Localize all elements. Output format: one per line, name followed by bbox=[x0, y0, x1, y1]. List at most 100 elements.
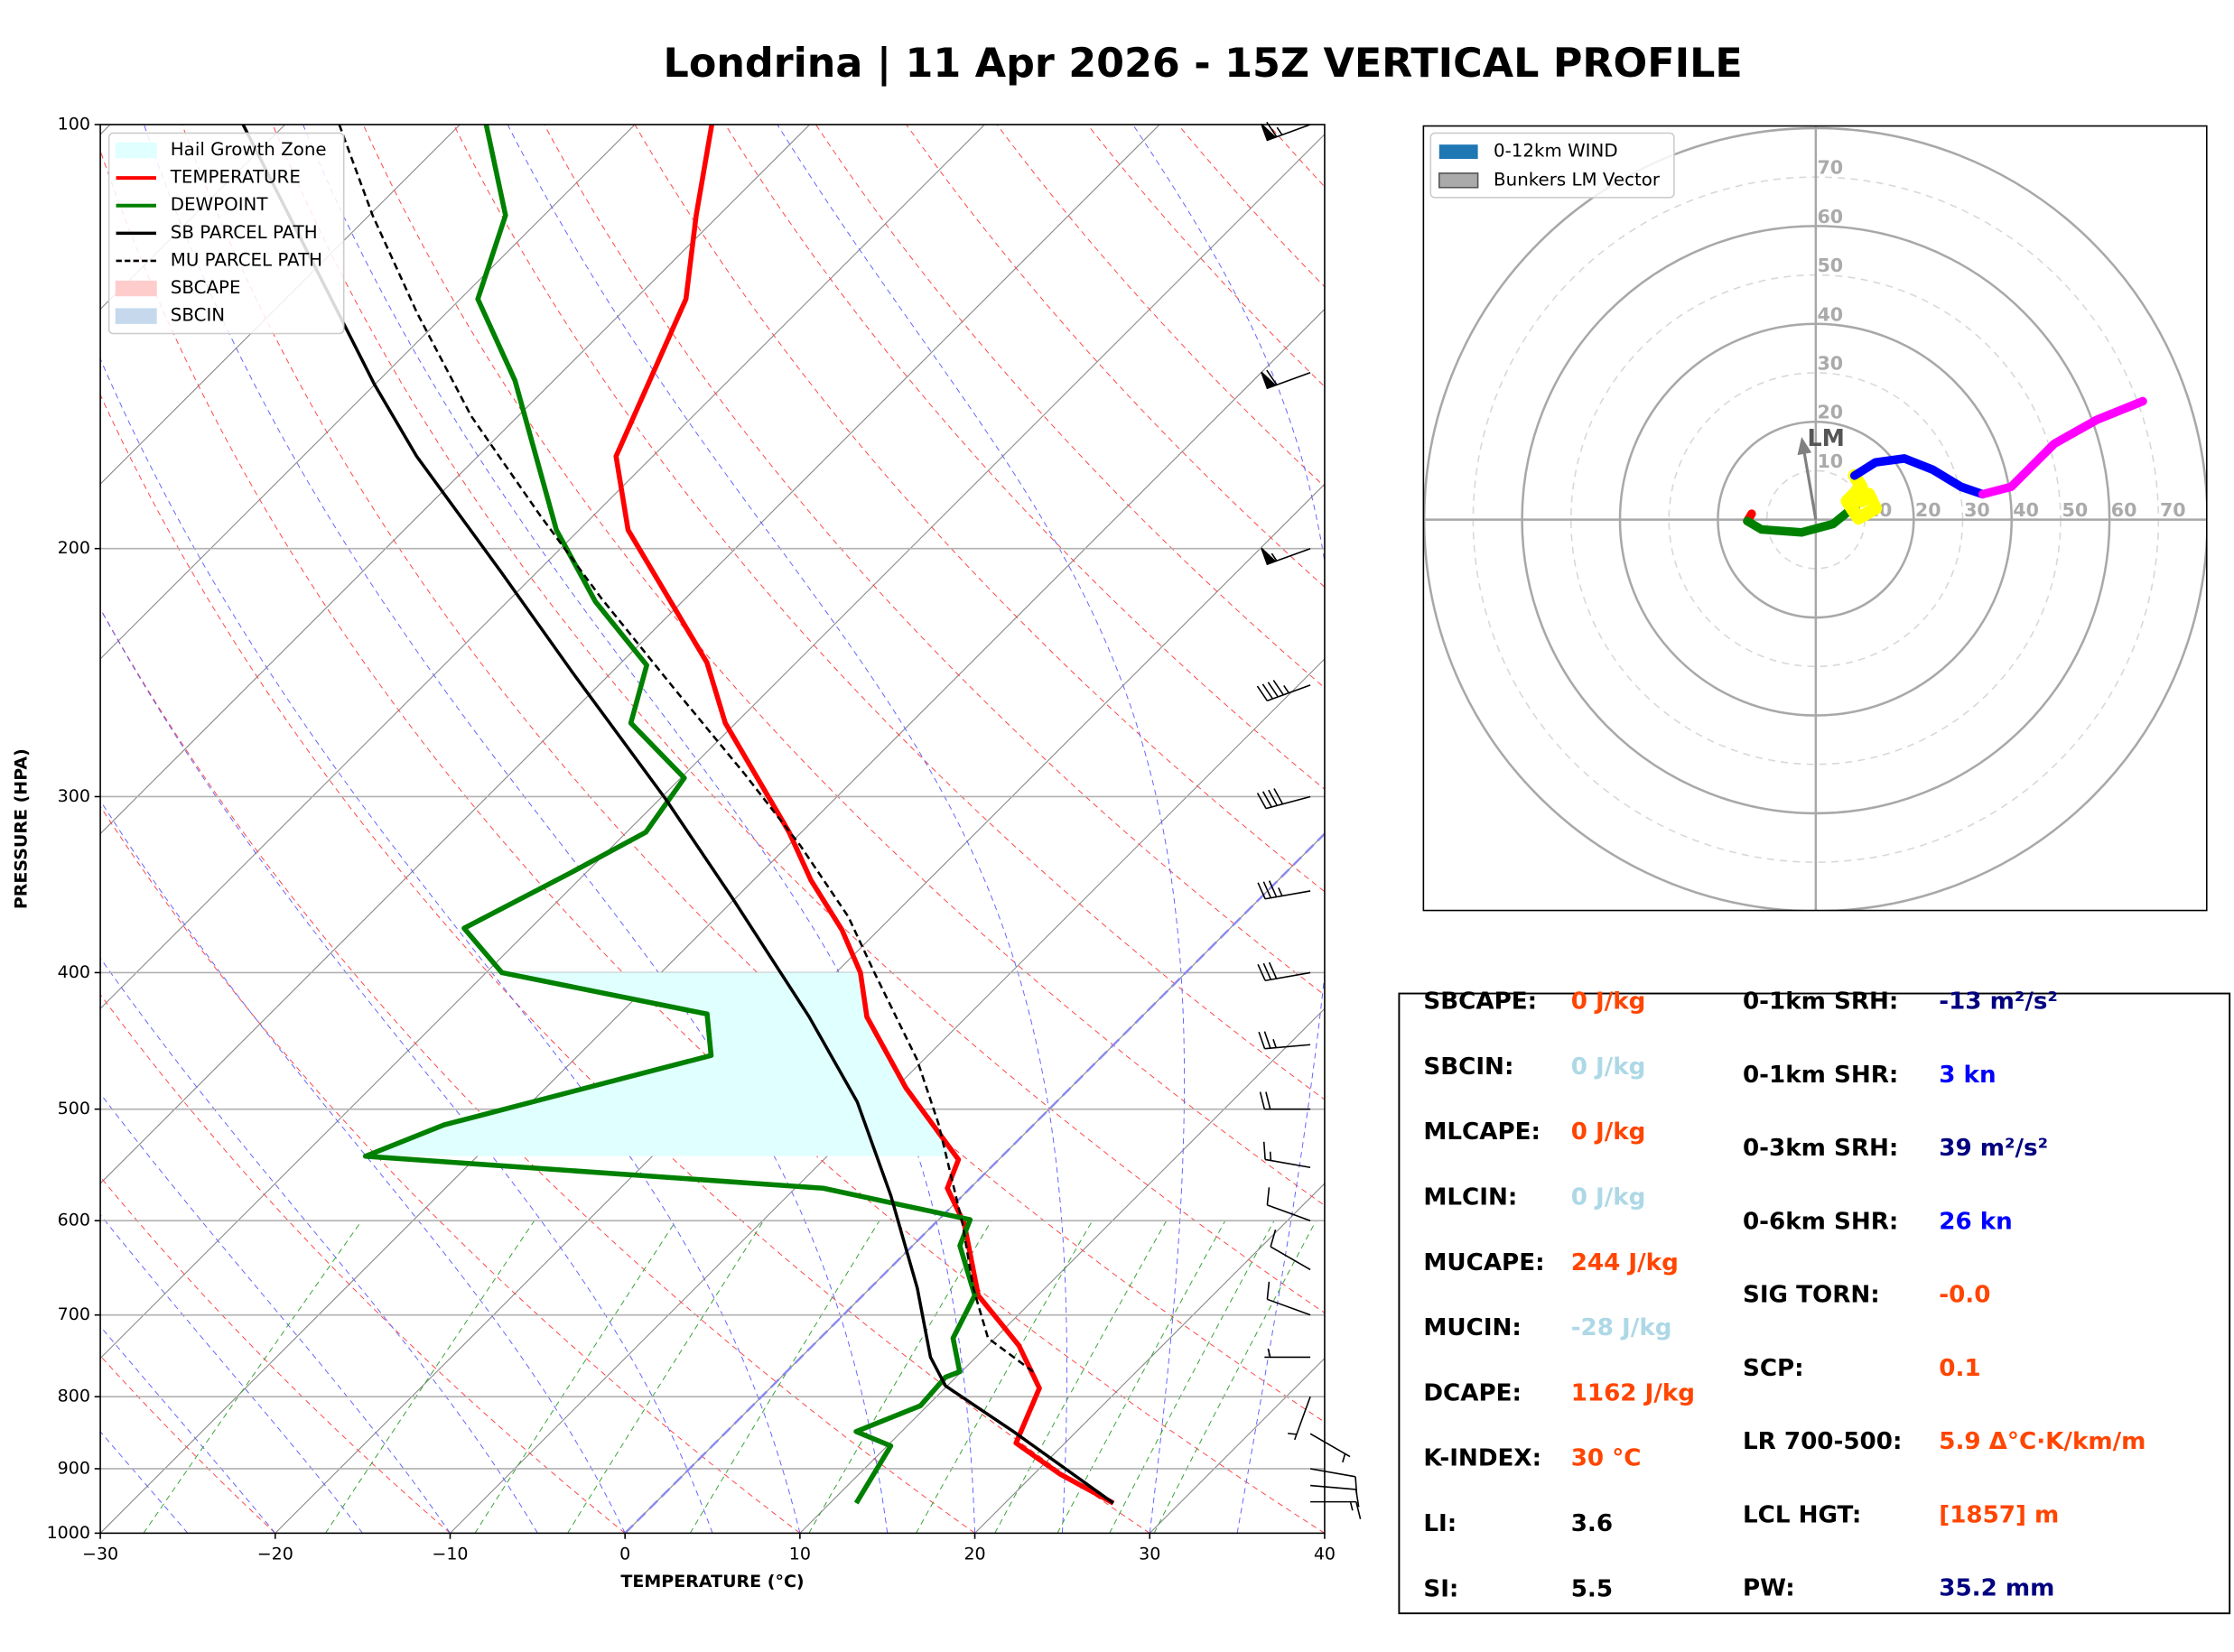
hodograph-trace bbox=[1978, 396, 2147, 499]
hodograph-frame bbox=[1422, 125, 2208, 912]
figure-title: Londrina | 11 Apr 2026 - 15Z VERTICAL PR… bbox=[664, 41, 1743, 87]
parameter-label: LI: bbox=[1423, 1510, 1457, 1537]
parameter-label: SBCAPE: bbox=[1423, 988, 1537, 1016]
isotherm bbox=[450, 658, 1325, 1534]
mixing-ratio-line bbox=[567, 1220, 765, 1534]
parameter-value: 0 J/kg bbox=[1571, 1183, 1646, 1211]
wind-barb bbox=[1309, 1468, 1358, 1495]
parameter-value: 35.2 mm bbox=[1939, 1575, 2054, 1602]
dry-adiabat bbox=[362, 124, 1325, 1206]
wind-barb bbox=[1264, 1348, 1311, 1359]
wind-barb bbox=[1259, 1091, 1311, 1110]
parameter-label: SBCIN: bbox=[1423, 1053, 1513, 1081]
wind-barb bbox=[1270, 1229, 1311, 1271]
parameter-label: MUCAPE: bbox=[1423, 1249, 1544, 1276]
freezing-isotherm bbox=[624, 831, 1325, 1534]
hodograph-trace bbox=[1840, 469, 1883, 525]
parameter-value: 0 J/kg bbox=[1571, 988, 1646, 1016]
ring-label: 50 bbox=[1817, 255, 1843, 276]
x-tick-label: −20 bbox=[257, 1545, 293, 1564]
parameter-label: K-INDEX: bbox=[1423, 1445, 1541, 1472]
isotherm bbox=[100, 134, 1325, 1360]
isotherm bbox=[275, 483, 1325, 1534]
legend-box bbox=[107, 132, 345, 335]
moist-adiabat bbox=[100, 1092, 451, 1534]
y-tick-label: 700 bbox=[58, 1304, 90, 1324]
parameter-value: 5.9 Δ°C·K/km/m bbox=[1939, 1428, 2146, 1455]
isotherm bbox=[100, 124, 985, 1010]
parameter-label: LCL HGT: bbox=[1743, 1501, 1861, 1528]
skewt-data bbox=[241, 124, 1115, 1506]
mixing-ratio-line bbox=[689, 1220, 880, 1534]
dry-adiabat bbox=[634, 124, 1325, 893]
isotherm bbox=[974, 1183, 1325, 1534]
x-tick-label: 20 bbox=[963, 1545, 985, 1564]
mixing-ratio-line bbox=[1056, 1220, 1226, 1534]
y-tick-label: 300 bbox=[58, 786, 90, 806]
parameter-label: SIG TORN: bbox=[1743, 1282, 1880, 1309]
y-tick-label: 600 bbox=[58, 1211, 90, 1230]
moist-adiabat bbox=[507, 124, 1067, 1534]
wind-barb bbox=[1261, 121, 1311, 142]
plot-frame bbox=[99, 124, 1326, 1535]
parameter-label: LR 700-500: bbox=[1743, 1428, 1902, 1455]
legend-swatch bbox=[1438, 172, 1479, 189]
hodograph-legend: 0-12km WIND Bunkers LM Vector bbox=[1429, 132, 1675, 199]
parameter-value: [1857] m bbox=[1939, 1501, 2059, 1528]
parameter-value: -0.0 bbox=[1939, 1282, 1990, 1309]
x-tick-label: 30 bbox=[1139, 1545, 1160, 1564]
parameter-value: 39 m²/s² bbox=[1939, 1135, 2048, 1162]
mixing-ratio-line bbox=[808, 1220, 992, 1534]
legend-label: TEMPERATURE bbox=[170, 167, 301, 188]
parameter-value: 26 kn bbox=[1939, 1208, 2013, 1235]
ring-label: 20 bbox=[1817, 402, 1843, 423]
dry-adiabat bbox=[182, 124, 1325, 1423]
mixing-ratio-line bbox=[1153, 1220, 1317, 1534]
y-axis-label: PRESSURE (HPA) bbox=[11, 748, 31, 909]
isotherm bbox=[100, 124, 1160, 1184]
legend-swatch bbox=[1438, 144, 1478, 160]
isotherm bbox=[100, 124, 811, 835]
wind-barb bbox=[1266, 1187, 1311, 1221]
wind-barb bbox=[1262, 1141, 1311, 1169]
ring-label: 40 bbox=[1817, 303, 1843, 325]
profile-line bbox=[362, 124, 978, 1505]
wind-barb bbox=[1257, 880, 1311, 900]
parameter-value: 244 J/kg bbox=[1571, 1249, 1679, 1276]
moist-adiabat bbox=[100, 1431, 189, 1534]
legend-label: Bunkers LM Vector bbox=[1494, 169, 1661, 190]
parameter-label: SI: bbox=[1423, 1575, 1458, 1602]
x-tick-label: −30 bbox=[82, 1545, 118, 1564]
ring-label: 60 bbox=[1817, 206, 1843, 227]
hodograph-trace bbox=[1849, 454, 1987, 499]
wind-barb bbox=[1256, 680, 1311, 702]
wind-barb bbox=[1256, 788, 1311, 810]
parameter-label: DCAPE: bbox=[1423, 1379, 1522, 1406]
moist-adiabat bbox=[1132, 124, 1325, 1534]
ring-label: 60 bbox=[2111, 499, 2137, 521]
dry-adiabat bbox=[544, 124, 1325, 996]
legend-swatch bbox=[115, 308, 157, 324]
isotherm bbox=[100, 124, 461, 486]
parameter-value: 30 °C bbox=[1571, 1445, 1642, 1472]
skewt-background bbox=[100, 124, 1325, 1534]
legend-label: Hail Growth Zone bbox=[171, 139, 327, 160]
parameter-label: 0-1km SHR: bbox=[1743, 1062, 1898, 1089]
wind-barb bbox=[1288, 1396, 1311, 1441]
legend-swatch bbox=[115, 142, 157, 159]
wind-barb bbox=[1258, 1031, 1311, 1050]
wind-barb bbox=[1261, 547, 1311, 566]
legend-swatch bbox=[115, 280, 157, 297]
ring-label: 30 bbox=[1817, 352, 1843, 374]
x-tick-label: 10 bbox=[789, 1545, 811, 1564]
wind-barb bbox=[1257, 961, 1311, 982]
parameter-value: 0 J/kg bbox=[1571, 1053, 1646, 1081]
profile-line bbox=[338, 124, 1034, 1373]
parameter-label: MLCAPE: bbox=[1423, 1118, 1541, 1146]
mixing-ratio-line bbox=[143, 1220, 362, 1534]
storm-motion-label: LM bbox=[1807, 424, 1844, 451]
legend-label: SBCIN bbox=[171, 305, 225, 326]
